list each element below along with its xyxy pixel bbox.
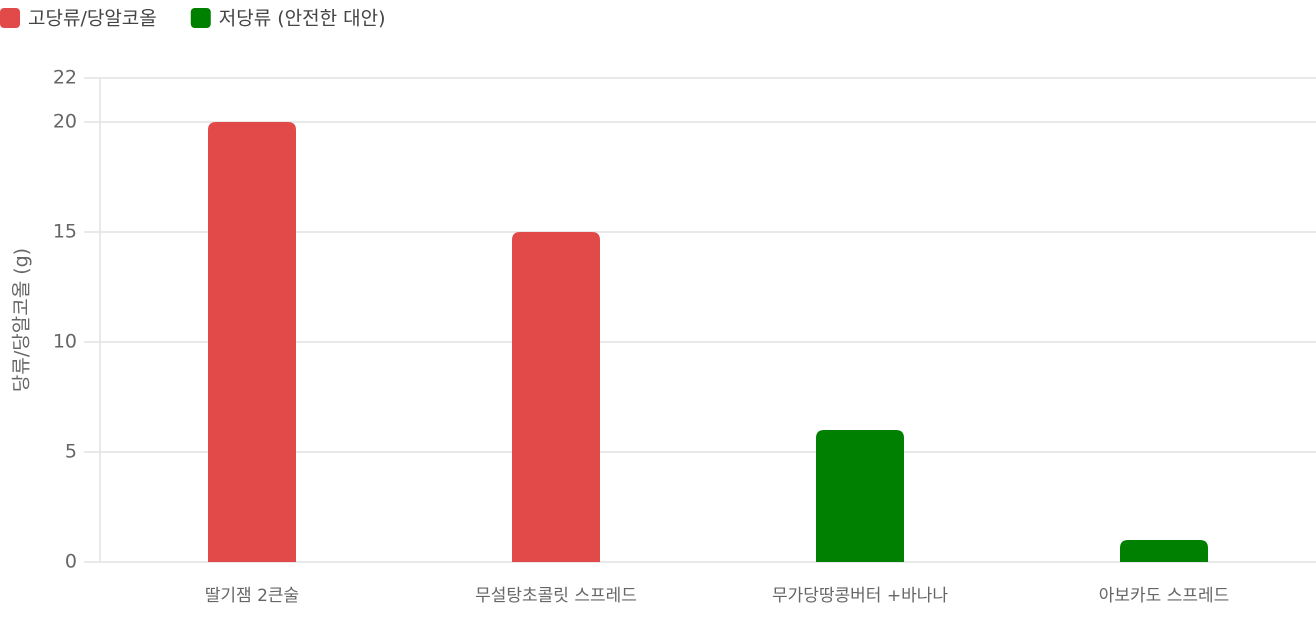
x-tick-label: 무가당땅콩버터 +바나나 <box>772 586 948 606</box>
legend-swatch <box>190 8 211 28</box>
bar <box>1120 540 1208 562</box>
y-tick-label: 15 <box>53 221 77 243</box>
legend-swatch <box>0 8 20 28</box>
y-tick-label: 10 <box>53 331 77 353</box>
bar <box>512 232 600 562</box>
legend-label: 고당류/당알코올 <box>28 8 157 30</box>
legend-label: 저당류 (안전한 대안) <box>219 8 386 30</box>
bar <box>208 122 296 562</box>
y-tick-label: 0 <box>65 551 77 573</box>
x-tick-label: 무설탕초콜릿 스프레드 <box>475 586 637 606</box>
y-tick-label: 20 <box>53 111 77 133</box>
y-axis-label: 당류/당알코올 (g) <box>11 248 33 392</box>
y-tick-label: 5 <box>65 441 77 463</box>
x-tick-label: 아보카도 스프레드 <box>1099 586 1230 606</box>
y-tick-label: 22 <box>53 67 77 89</box>
x-tick-label: 딸기잼 2큰술 <box>205 586 299 606</box>
bar <box>816 430 904 562</box>
